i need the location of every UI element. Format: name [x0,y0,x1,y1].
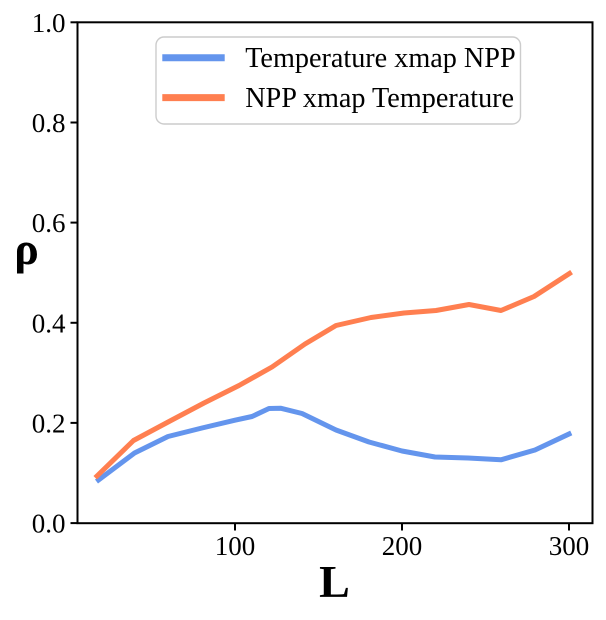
svg-text:200: 200 [382,531,423,561]
svg-text:300: 300 [549,531,590,561]
svg-text:0.6: 0.6 [32,208,66,238]
svg-text:100: 100 [215,531,256,561]
svg-text:1.0: 1.0 [32,8,66,38]
svg-text:0.2: 0.2 [32,409,66,439]
svg-text:0.0: 0.0 [32,509,66,539]
svg-text:Temperature xmap NPP: Temperature xmap NPP [245,43,515,74]
svg-text:0.4: 0.4 [32,308,66,338]
svg-text:ρ: ρ [14,223,39,274]
svg-text:L: L [319,556,350,607]
svg-text:NPP xmap Temperature: NPP xmap Temperature [245,83,514,114]
svg-text:0.8: 0.8 [32,108,66,138]
